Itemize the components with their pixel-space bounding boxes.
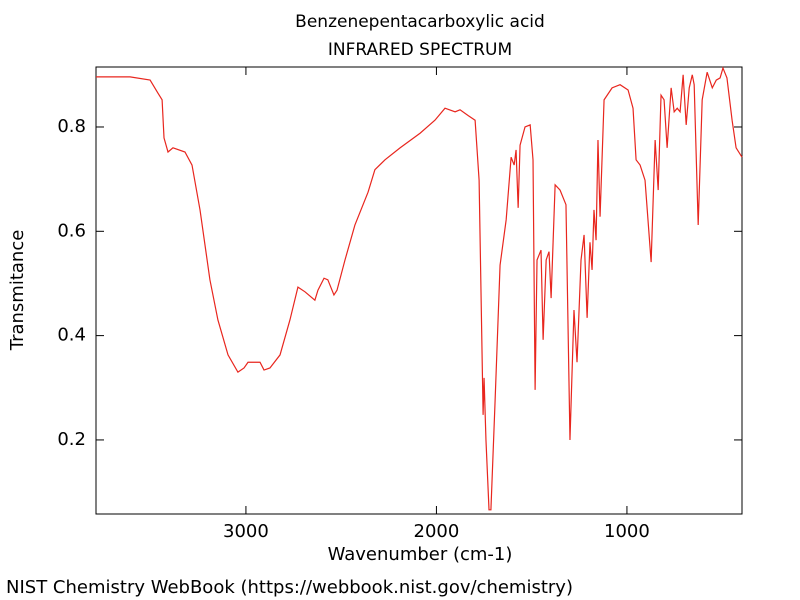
chart-subtitle: INFRARED SPECTRUM bbox=[328, 40, 512, 60]
y-axis-label: Transmitance bbox=[7, 230, 28, 352]
x-tick-label: 1000 bbox=[604, 521, 650, 542]
x-tick-label: 2000 bbox=[414, 521, 460, 542]
y-tick-label: 0.2 bbox=[57, 429, 86, 450]
footer: NIST Chemistry WebBook (https://webbook.… bbox=[6, 577, 573, 598]
x-axis-label: Wavenumber (cm-1) bbox=[328, 544, 513, 565]
x-tick-label: 3000 bbox=[223, 521, 269, 542]
y-tick-label: 0.6 bbox=[57, 220, 86, 241]
y-tick-label: 0.8 bbox=[57, 116, 86, 137]
chart-title: Benzenepentacarboxylic acid bbox=[295, 12, 545, 32]
plot-frame bbox=[95, 66, 743, 515]
y-tick-label: 0.4 bbox=[57, 325, 86, 346]
spectrum-line bbox=[96, 66, 743, 511]
